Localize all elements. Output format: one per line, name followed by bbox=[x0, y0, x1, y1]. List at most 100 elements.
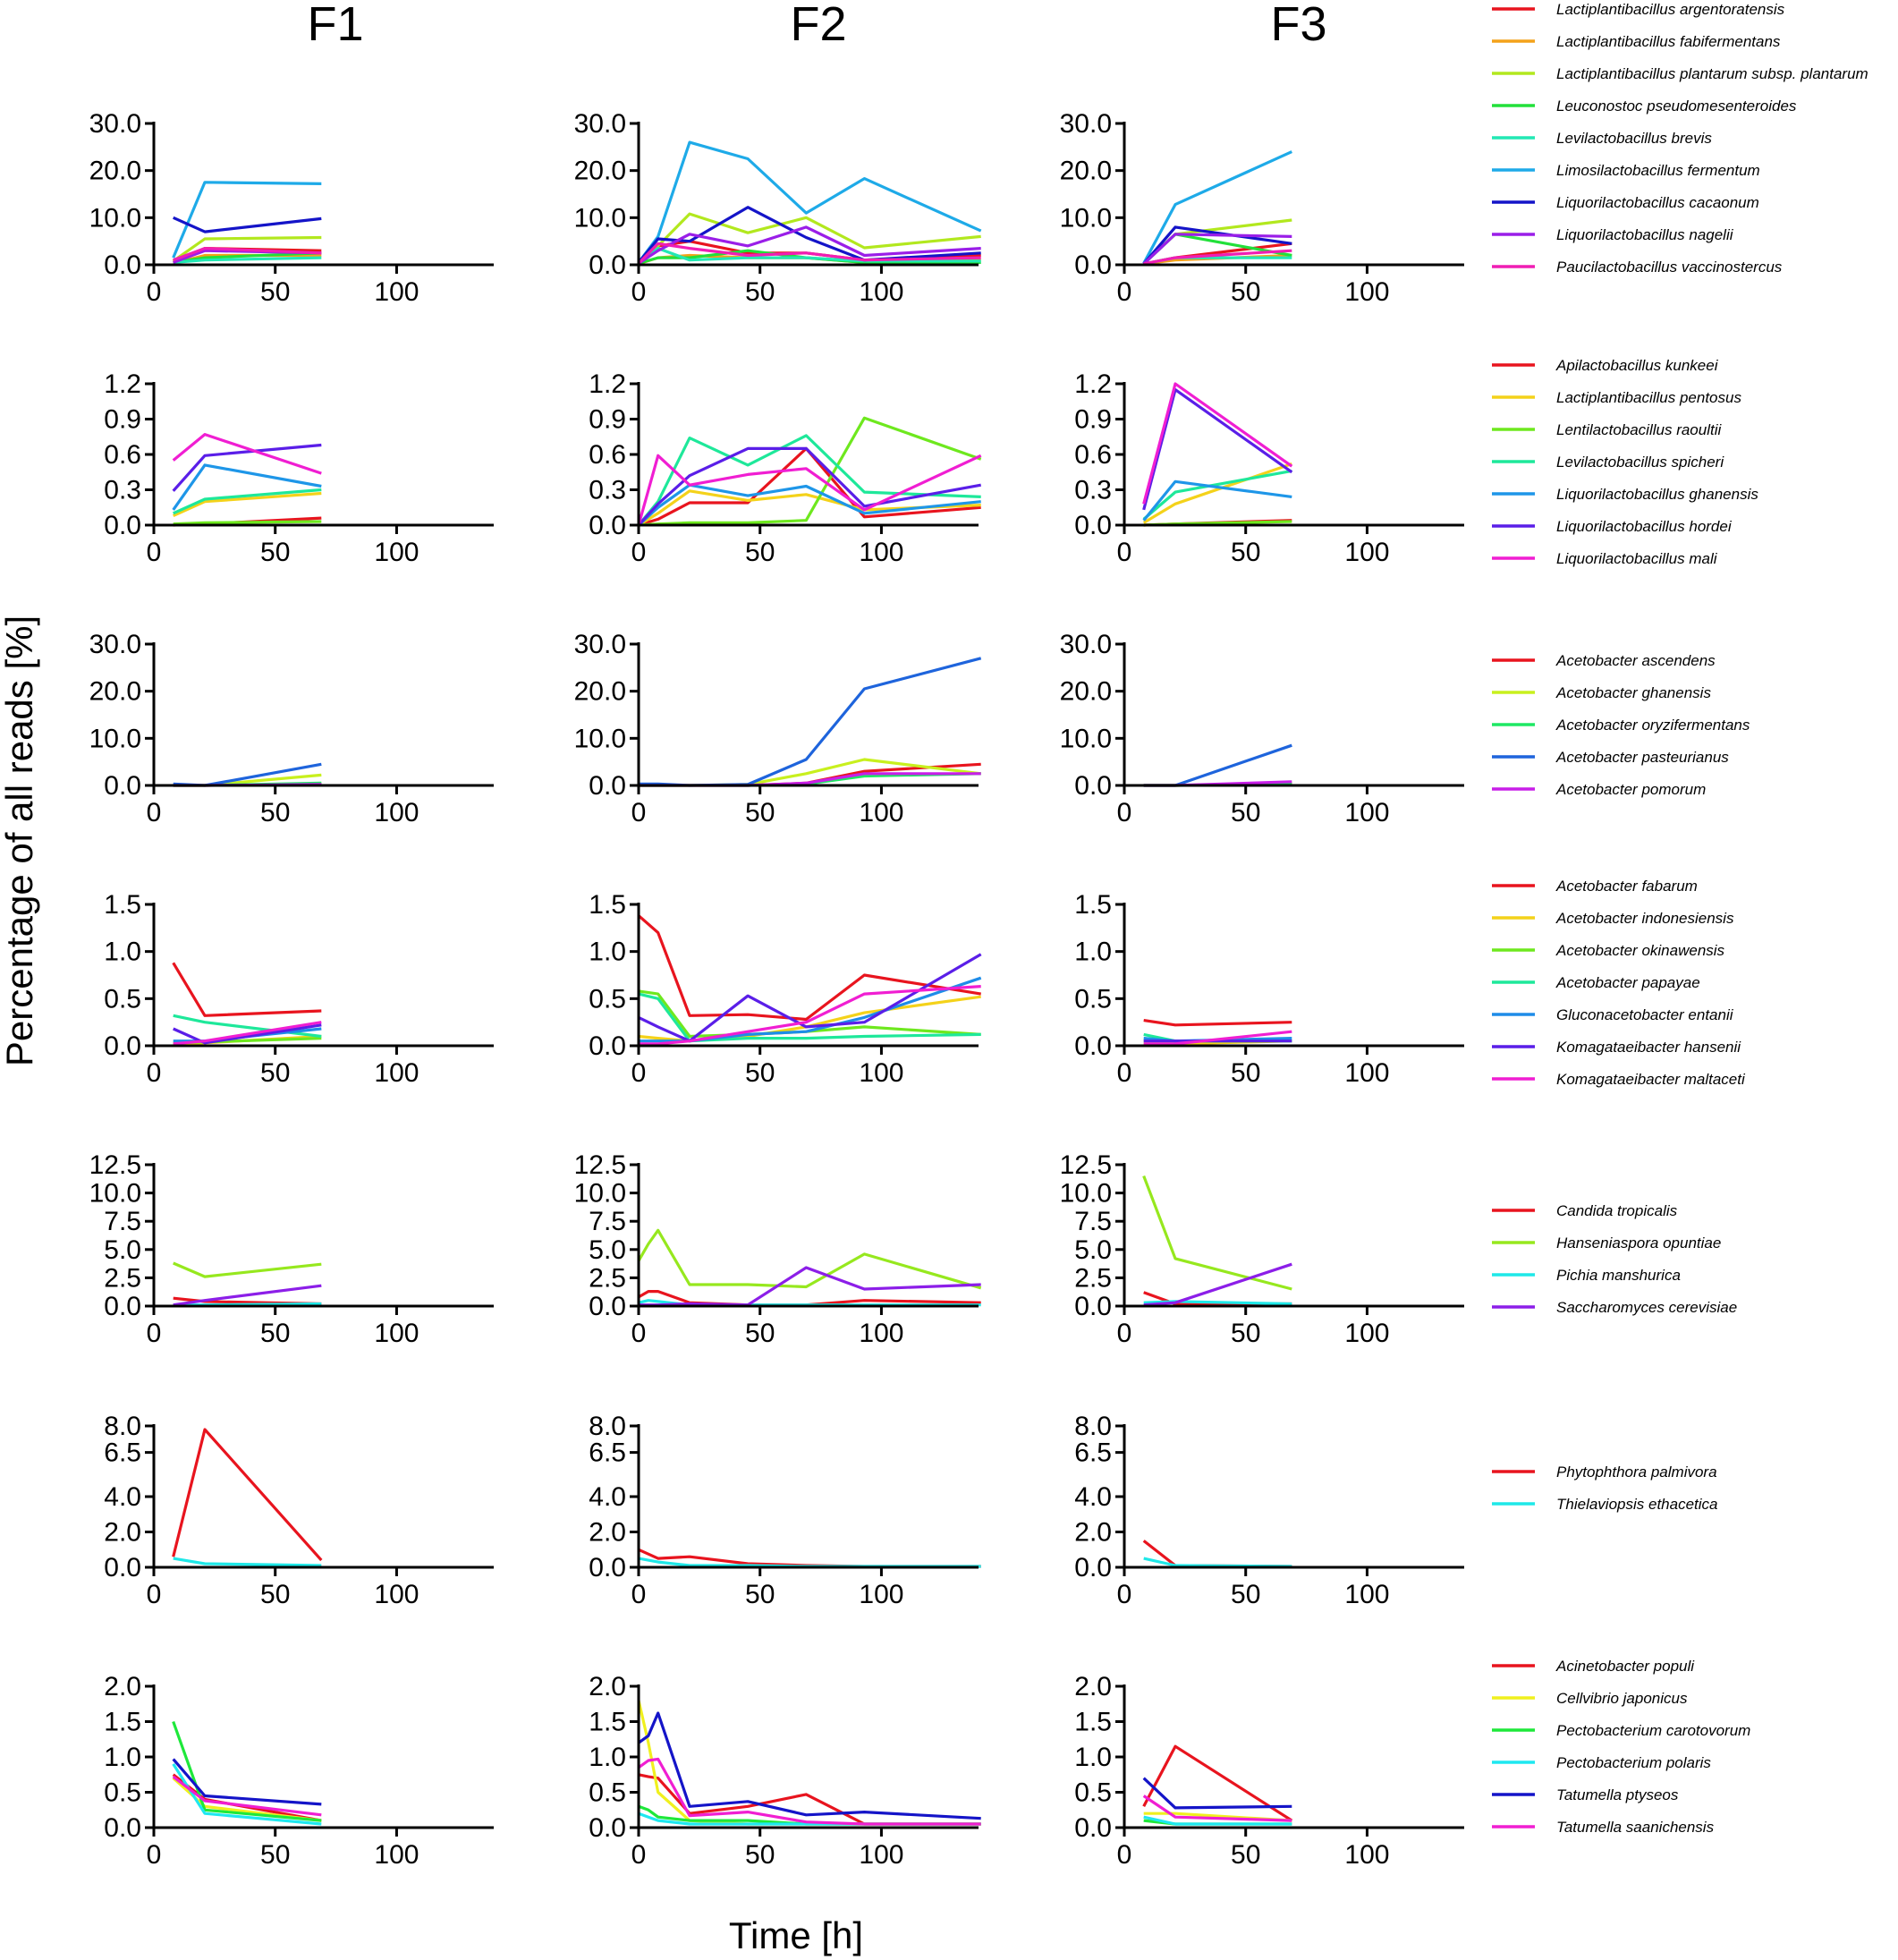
y-tick-label: 0.0 bbox=[589, 511, 626, 540]
chart-row-3: 0.0 10.0 20.0 30.0 0 50 100 0.0 10.0 20.0 30.0 0 50 1… bbox=[89, 630, 1750, 827]
series-line bbox=[173, 488, 322, 515]
x-tick-label: 50 bbox=[1231, 1058, 1260, 1088]
series-line bbox=[637, 454, 982, 526]
x-tick-label: 0 bbox=[631, 1840, 647, 1870]
x-tick-label: 50 bbox=[745, 277, 775, 307]
series-line bbox=[1142, 479, 1292, 522]
series-line bbox=[173, 1557, 322, 1567]
panel-r3-f3: 0.0 10.0 20.0 30.0 0 50 100 bbox=[1060, 630, 1464, 827]
legend-label: Acetobacter indonesiensis bbox=[1555, 910, 1734, 927]
panel-r2-f2: 0.0 0.3 0.6 0.9 1.2 0 50 100 bbox=[589, 369, 982, 567]
legend-label: Liquorilactobacillus ghanensis bbox=[1556, 486, 1758, 503]
y-tick-label: 6.5 bbox=[104, 1438, 141, 1468]
panel-grid: 0.0 10.0 20.0 30.0 0 50 100 0.0 10.0 20.0 30.0 0 50 1… bbox=[89, 1, 1868, 1870]
legend-label: Acetobacter okinawensis bbox=[1555, 942, 1725, 959]
series-line bbox=[173, 520, 322, 526]
series-line bbox=[1143, 1262, 1292, 1307]
panel-r3-f2: 0.0 10.0 20.0 30.0 0 50 100 bbox=[574, 630, 982, 827]
series-line bbox=[639, 985, 981, 1046]
legend-label: Saccharomyces cerevisiae bbox=[1556, 1299, 1737, 1316]
x-tick-label: 0 bbox=[631, 1580, 647, 1609]
y-tick-label: 0.6 bbox=[1074, 440, 1112, 470]
x-tick-label: 100 bbox=[374, 1319, 419, 1348]
x-tick-label: 100 bbox=[1344, 1058, 1389, 1088]
legend-label: Acetobacter oryzifermentans bbox=[1555, 717, 1750, 734]
panel-r4-f1: 0.0 0.5 1.0 1.5 0 50 100 bbox=[104, 890, 494, 1088]
y-tick-label: 0.0 bbox=[104, 511, 141, 540]
legend-label: Levilactobacillus brevis bbox=[1556, 130, 1712, 147]
x-tick-label: 0 bbox=[631, 538, 647, 567]
x-tick-label: 0 bbox=[1117, 1840, 1132, 1870]
panel-r2-f3: 0.0 0.3 0.6 0.9 1.2 0 50 100 bbox=[1074, 369, 1464, 567]
series-line bbox=[637, 434, 981, 527]
panel-r7-f3: 0.0 0.5 1.0 1.5 2.0 0 50 100 bbox=[1074, 1672, 1464, 1870]
legend-label: Gluconacetobacter entanii bbox=[1556, 1006, 1734, 1023]
y-tick-label: 5.0 bbox=[1074, 1235, 1112, 1265]
series-line bbox=[173, 1284, 322, 1307]
y-tick-label: 0.9 bbox=[1074, 405, 1112, 435]
x-tick-label: 100 bbox=[374, 1840, 419, 1870]
x-tick-label: 50 bbox=[260, 1319, 290, 1348]
y-tick-label: 0.0 bbox=[1074, 1292, 1112, 1321]
legend-row-6: Phytophthora palmivora Thielaviopsis etha… bbox=[1492, 1464, 1717, 1513]
x-tick-label: 50 bbox=[745, 1840, 775, 1870]
y-tick-label: 0.0 bbox=[589, 1553, 626, 1582]
series-line bbox=[638, 1757, 981, 1826]
legend-label: Phytophthora palmivora bbox=[1556, 1464, 1717, 1481]
x-tick-label: 50 bbox=[745, 1580, 775, 1609]
y-tick-label: 12.5 bbox=[1060, 1150, 1112, 1180]
x-tick-label: 0 bbox=[631, 798, 647, 827]
series-line bbox=[172, 962, 322, 1017]
x-tick-label: 50 bbox=[745, 798, 775, 827]
y-tick-label: 4.0 bbox=[104, 1482, 141, 1512]
series-line bbox=[172, 1775, 322, 1817]
legend-label: Acetobacter pomorum bbox=[1555, 781, 1706, 798]
series-line bbox=[638, 225, 981, 265]
series-line bbox=[639, 976, 982, 1043]
series-line bbox=[1142, 1795, 1292, 1822]
x-tick-label: 100 bbox=[859, 1580, 903, 1609]
x-tick-label: 0 bbox=[147, 1319, 162, 1348]
x-tick-label: 100 bbox=[859, 798, 903, 827]
x-tick-label: 100 bbox=[859, 538, 903, 567]
y-tick-label: 4.0 bbox=[1074, 1482, 1112, 1512]
series-line bbox=[638, 953, 982, 1043]
series-line bbox=[172, 463, 322, 511]
y-tick-label: 0.0 bbox=[589, 1292, 626, 1321]
y-tick-label: 1.5 bbox=[1074, 890, 1112, 920]
x-tick-label: 0 bbox=[147, 1058, 162, 1088]
legend-label: Lactiplantibacillus fabifermentans bbox=[1556, 33, 1781, 50]
series-line bbox=[638, 1773, 981, 1826]
y-tick-label: 20.0 bbox=[1060, 157, 1112, 186]
legend-label: Apilactobacillus kunkeei bbox=[1555, 357, 1719, 374]
x-tick-label: 100 bbox=[374, 277, 419, 307]
legend-label: Lactiplantibacillus argentoratensis bbox=[1556, 1, 1785, 18]
x-tick-label: 50 bbox=[260, 277, 290, 307]
legend-label: Leuconostoc pseudomesenteroides bbox=[1556, 98, 1797, 115]
y-tick-label: 0.5 bbox=[104, 984, 141, 1014]
x-tick-label: 50 bbox=[1231, 277, 1260, 307]
x-axis-title: Time [h] bbox=[729, 1914, 863, 1956]
x-tick-label: 100 bbox=[859, 1058, 903, 1088]
y-tick-label: 30.0 bbox=[574, 109, 626, 139]
panel-r6-f3: 0.0 2.0 4.0 6.58.0 0 50 100 bbox=[1074, 1412, 1464, 1609]
panel-r1-f2: 0.0 10.0 20.0 30.0 0 50 100 bbox=[574, 109, 982, 307]
y-tick-label: 1.0 bbox=[104, 938, 141, 967]
column-title-f2: F2 bbox=[790, 0, 846, 51]
y-tick-label: 10.0 bbox=[574, 1179, 626, 1209]
x-tick-label: 50 bbox=[745, 538, 775, 567]
legend-label: Liquorilactobacillus nagelii bbox=[1556, 226, 1734, 243]
x-tick-label: 100 bbox=[859, 1840, 903, 1870]
y-tick-label: 20.0 bbox=[89, 677, 141, 707]
legend-label: Limosilactobacillus fermentum bbox=[1556, 162, 1760, 179]
panel-r1-f3: 0.0 10.0 20.0 30.0 0 50 100 bbox=[1060, 109, 1464, 307]
y-tick-label: 1.5 bbox=[589, 890, 626, 920]
y-tick-label: 1.0 bbox=[1074, 1743, 1112, 1772]
y-tick-label: 30.0 bbox=[574, 630, 626, 659]
x-tick-label: 50 bbox=[260, 538, 290, 567]
legend-label: Acetobacter fabarum bbox=[1555, 878, 1698, 895]
y-tick-label: 1.5 bbox=[1074, 1708, 1112, 1737]
y-tick-label: 12.5 bbox=[574, 1150, 626, 1180]
x-tick-label: 50 bbox=[745, 1058, 775, 1088]
